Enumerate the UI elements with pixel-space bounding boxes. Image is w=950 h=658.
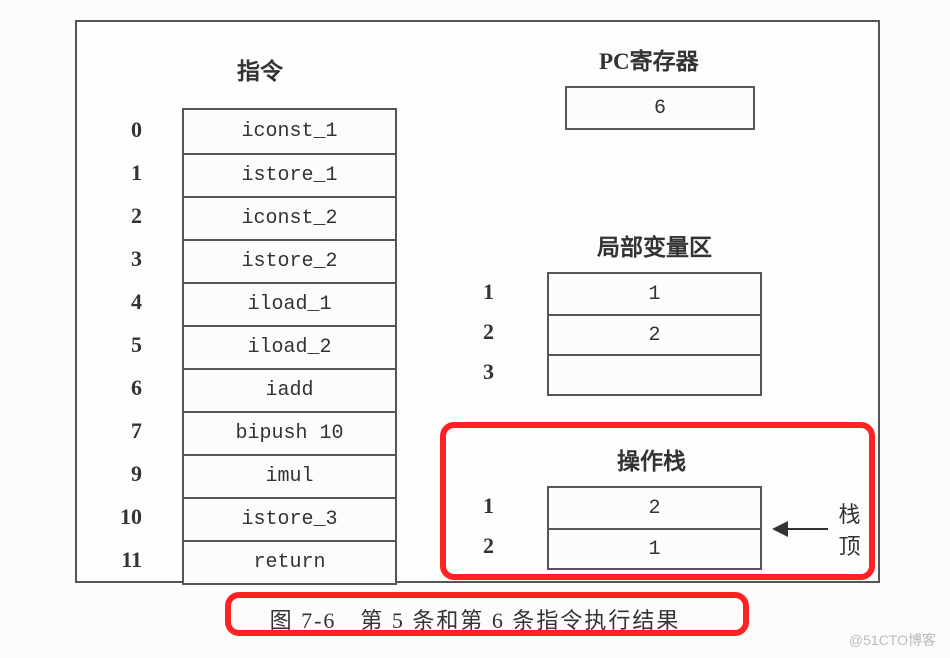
index-label: 1 (483, 272, 494, 312)
locals-index-column: 123 (459, 272, 494, 392)
index-label: 7 (131, 409, 142, 452)
instr-header: 指令 (237, 52, 283, 86)
watermark: @51CTO博客 (849, 630, 936, 650)
index-label: 2 (131, 194, 142, 237)
pc-header: PC寄存器 (599, 42, 699, 76)
index-label: 6 (131, 366, 142, 409)
table-cell: iconst_2 (184, 196, 395, 239)
instr-index-column: 0123456791011 (107, 108, 142, 581)
index-label: 1 (131, 151, 142, 194)
diagram-frame: 指令 0123456791011 iconst_1istore_1iconst_… (75, 20, 880, 583)
stack-highlight (440, 422, 875, 580)
locals-header: 局部变量区 (597, 228, 712, 262)
table-cell: istore_3 (184, 497, 395, 540)
index-label: 0 (131, 108, 142, 151)
table-cell: bipush 10 (184, 411, 395, 454)
table-cell: iconst_1 (184, 110, 395, 153)
table-cell: 1 (549, 274, 760, 314)
index-label: 3 (131, 237, 142, 280)
index-label: 5 (131, 323, 142, 366)
instruction-table: iconst_1istore_1iconst_2istore_2iload_1i… (182, 108, 397, 585)
table-cell: iload_1 (184, 282, 395, 325)
index-label: 11 (121, 538, 142, 581)
index-label: 4 (131, 280, 142, 323)
table-cell (549, 354, 760, 394)
table-cell: istore_1 (184, 153, 395, 196)
table-cell: return (184, 540, 395, 583)
index-label: 10 (120, 495, 142, 538)
caption-highlight (225, 592, 749, 636)
index-label: 9 (131, 452, 142, 495)
table-cell: iload_2 (184, 325, 395, 368)
pc-register-box: 6 (565, 86, 755, 130)
table-cell: 2 (549, 314, 760, 354)
index-label: 2 (483, 312, 494, 352)
table-cell: iadd (184, 368, 395, 411)
index-label: 3 (483, 352, 494, 392)
table-cell: imul (184, 454, 395, 497)
table-cell: istore_2 (184, 239, 395, 282)
locals-table: 12 (547, 272, 762, 396)
pc-value: 6 (567, 88, 753, 128)
